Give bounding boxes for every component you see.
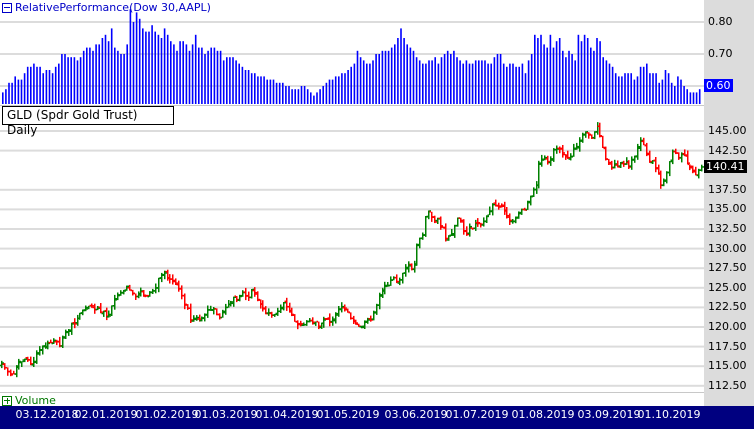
current-value-badge: 0.60: [704, 79, 733, 92]
relative-performance-bars: [0, 9, 704, 105]
price-panel[interactable]: [0, 107, 704, 404]
date-tick-label: 03.06.2019: [384, 408, 448, 421]
value-axis-panel: [704, 0, 754, 406]
date-tick-label: 03.09.2019: [577, 408, 641, 421]
date-tick-label: 01.04.2019: [255, 408, 319, 421]
y-tick-label: 125.00: [708, 280, 747, 294]
y-tick-label: 117.50: [708, 339, 747, 353]
relative-performance-title[interactable]: RelativePerformance(Dow 30,AAPL): [2, 1, 211, 14]
panel-separator[interactable]: [0, 392, 704, 393]
date-tick-label: 01.07.2019: [445, 408, 509, 421]
date-tick-label: 01.05.2019: [316, 408, 380, 421]
date-tick-label: 03.12.2018: [15, 408, 79, 421]
y-tick-label: 130.00: [708, 241, 747, 255]
y-tick-label: 135.00: [708, 202, 747, 216]
y-tick-label: 142.50: [708, 143, 747, 157]
last-price-badge: 140.41: [704, 159, 747, 173]
y-tick-label: 132.50: [708, 222, 747, 235]
y-tick-label: 137.50: [708, 182, 747, 196]
y-tick-label: 0.70: [708, 47, 733, 60]
y-tick-label: 127.50: [708, 261, 747, 275]
relative-performance-label: RelativePerformance(Dow 30,AAPL): [15, 1, 211, 14]
price-legend: GLD (Spdr Gold Trust) Daily: [2, 106, 174, 137]
y-tick-label: 115.00: [708, 359, 747, 373]
y-tick-label: 145.00: [708, 124, 747, 137]
date-tick-label: 01.10.2019: [637, 408, 701, 421]
ohlc-price-bars: [0, 122, 704, 387]
panel-separator[interactable]: [0, 105, 704, 106]
y-tick-label: 122.50: [708, 300, 747, 314]
volume-panel-toggle[interactable]: Volume: [2, 394, 56, 407]
y-tick-label: 112.50: [708, 378, 747, 392]
y-tick-label: 120.00: [708, 320, 747, 333]
volume-label: Volume: [15, 394, 56, 407]
date-tick-label: 02.01.2019: [74, 408, 138, 421]
minus-box-icon[interactable]: [2, 2, 12, 13]
date-tick-label: 01.02.2019: [135, 408, 199, 421]
relative-performance-panel[interactable]: RelativePerformance(Dow 30,AAPL): [0, 0, 704, 105]
date-tick-label: 01.03.2019: [194, 408, 258, 421]
date-axis[interactable]: 03.12.2018 02.01.2019 01.02.2019 01.03.2019…: [0, 406, 754, 429]
date-tick-label: 01.08.2019: [511, 408, 575, 421]
y-tick-label: 0.80: [708, 15, 733, 28]
plus-box-icon[interactable]: [2, 395, 12, 406]
